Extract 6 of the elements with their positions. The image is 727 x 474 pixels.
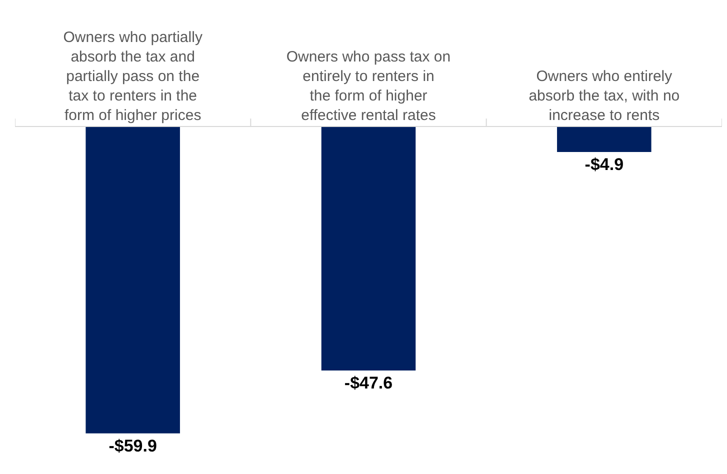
data-label: -$47.6 <box>344 373 393 392</box>
data-label: -$59.9 <box>108 436 157 456</box>
x-tick-label: Owners who entirely absorb the tax, with no increase to rents <box>528 68 680 124</box>
x-tick-label: Owners who pass tax on entirely to renters in the form of higher effective rental rates <box>286 48 451 124</box>
x-tick-label: Owners who partially absorb the tax and partially pass on the tax to renters in the form of higher prices <box>63 29 203 124</box>
data-label: -$4.9 <box>584 155 624 174</box>
